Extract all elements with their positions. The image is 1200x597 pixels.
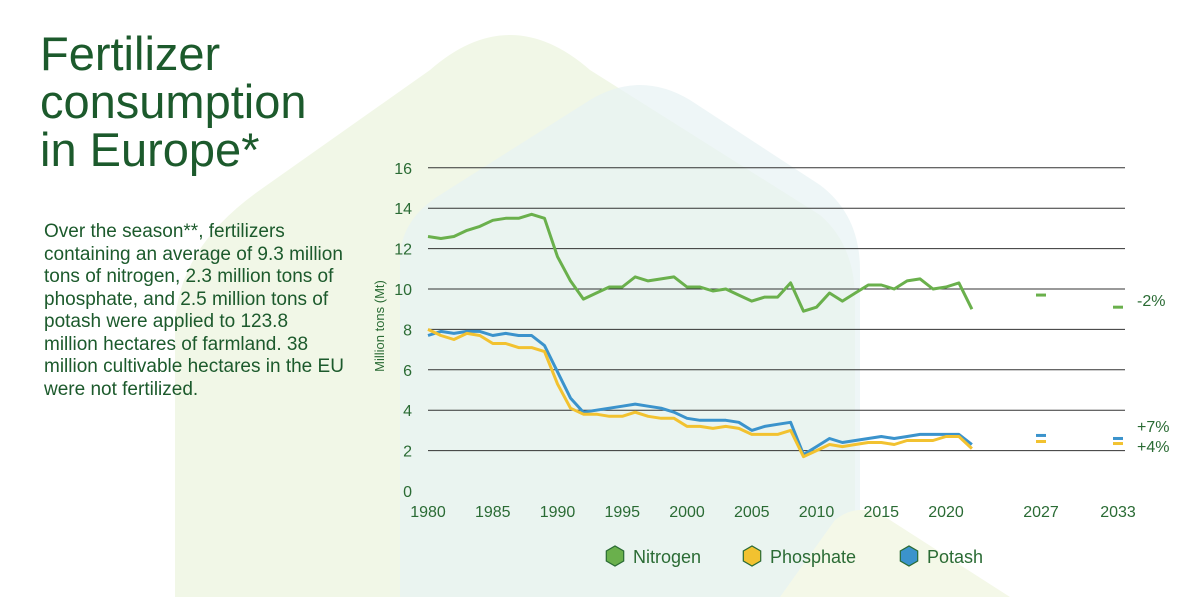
change-labels: -2% +4% +7% — [1137, 293, 1169, 456]
series-lines — [427, 212, 974, 459]
x-axis-ticks: 1980 1985 1990 1995 2000 2005 2010 2015 2020 2027… — [410, 504, 1136, 521]
legend-label-nitrogen: Nitrogen — [633, 547, 701, 567]
y-tick-label: 4 — [403, 403, 412, 420]
projection-markers — [1036, 293, 1123, 446]
y-tick-label: 12 — [394, 242, 412, 259]
legend: Nitrogen Phosphate Potash — [605, 545, 983, 567]
x-tick-label: 1980 — [410, 504, 446, 521]
legend-swatch-potash — [899, 545, 919, 567]
y-tick-label: 16 — [394, 161, 412, 178]
x-tick-label: 2005 — [734, 504, 770, 521]
y-axis-ticks: 0 2 4 6 8 10 12 14 16 — [394, 161, 412, 501]
change-label-potash: +7% — [1137, 419, 1169, 436]
x-tick-label: 2027 — [1023, 504, 1059, 521]
legend-swatch-phosphate — [742, 545, 762, 567]
legend-label-phosphate: Phosphate — [770, 547, 856, 567]
title-line: Fertilizer — [40, 27, 221, 80]
series-line-nitrogen — [427, 212, 974, 313]
series-line-phosphate — [427, 328, 973, 459]
x-tick-label: 1985 — [475, 504, 511, 521]
x-tick-label: 1990 — [540, 504, 576, 521]
y-tick-label: 14 — [394, 201, 412, 218]
change-label-phosphate: +4% — [1137, 439, 1169, 456]
y-tick-label: 10 — [394, 282, 412, 299]
grid-lines — [428, 167, 1125, 452]
x-tick-label: 2033 — [1100, 504, 1136, 521]
series-line-potash — [427, 329, 973, 457]
x-tick-label: 2015 — [863, 504, 899, 521]
page-title: Fertilizer consumption in Europe* — [40, 30, 307, 174]
intro-text: Over the season**, fertilizers containin… — [44, 221, 344, 400]
legend-swatch-nitrogen — [605, 545, 625, 567]
x-tick-label: 2020 — [928, 504, 964, 521]
y-tick-label: 0 — [403, 484, 412, 501]
y-tick-label: 8 — [403, 322, 412, 339]
title-line: in Europe* — [40, 123, 260, 176]
title-line: consumption — [40, 75, 307, 128]
y-tick-label: 6 — [403, 363, 412, 380]
legend-label-potash: Potash — [927, 547, 983, 567]
x-tick-label: 1995 — [604, 504, 640, 521]
y-tick-label: 2 — [403, 444, 412, 461]
x-tick-label: 2010 — [799, 504, 835, 521]
x-tick-label: 2000 — [669, 504, 705, 521]
change-label-nitrogen: -2% — [1137, 293, 1165, 310]
y-axis-label: Million tons (Mt) — [372, 280, 387, 372]
